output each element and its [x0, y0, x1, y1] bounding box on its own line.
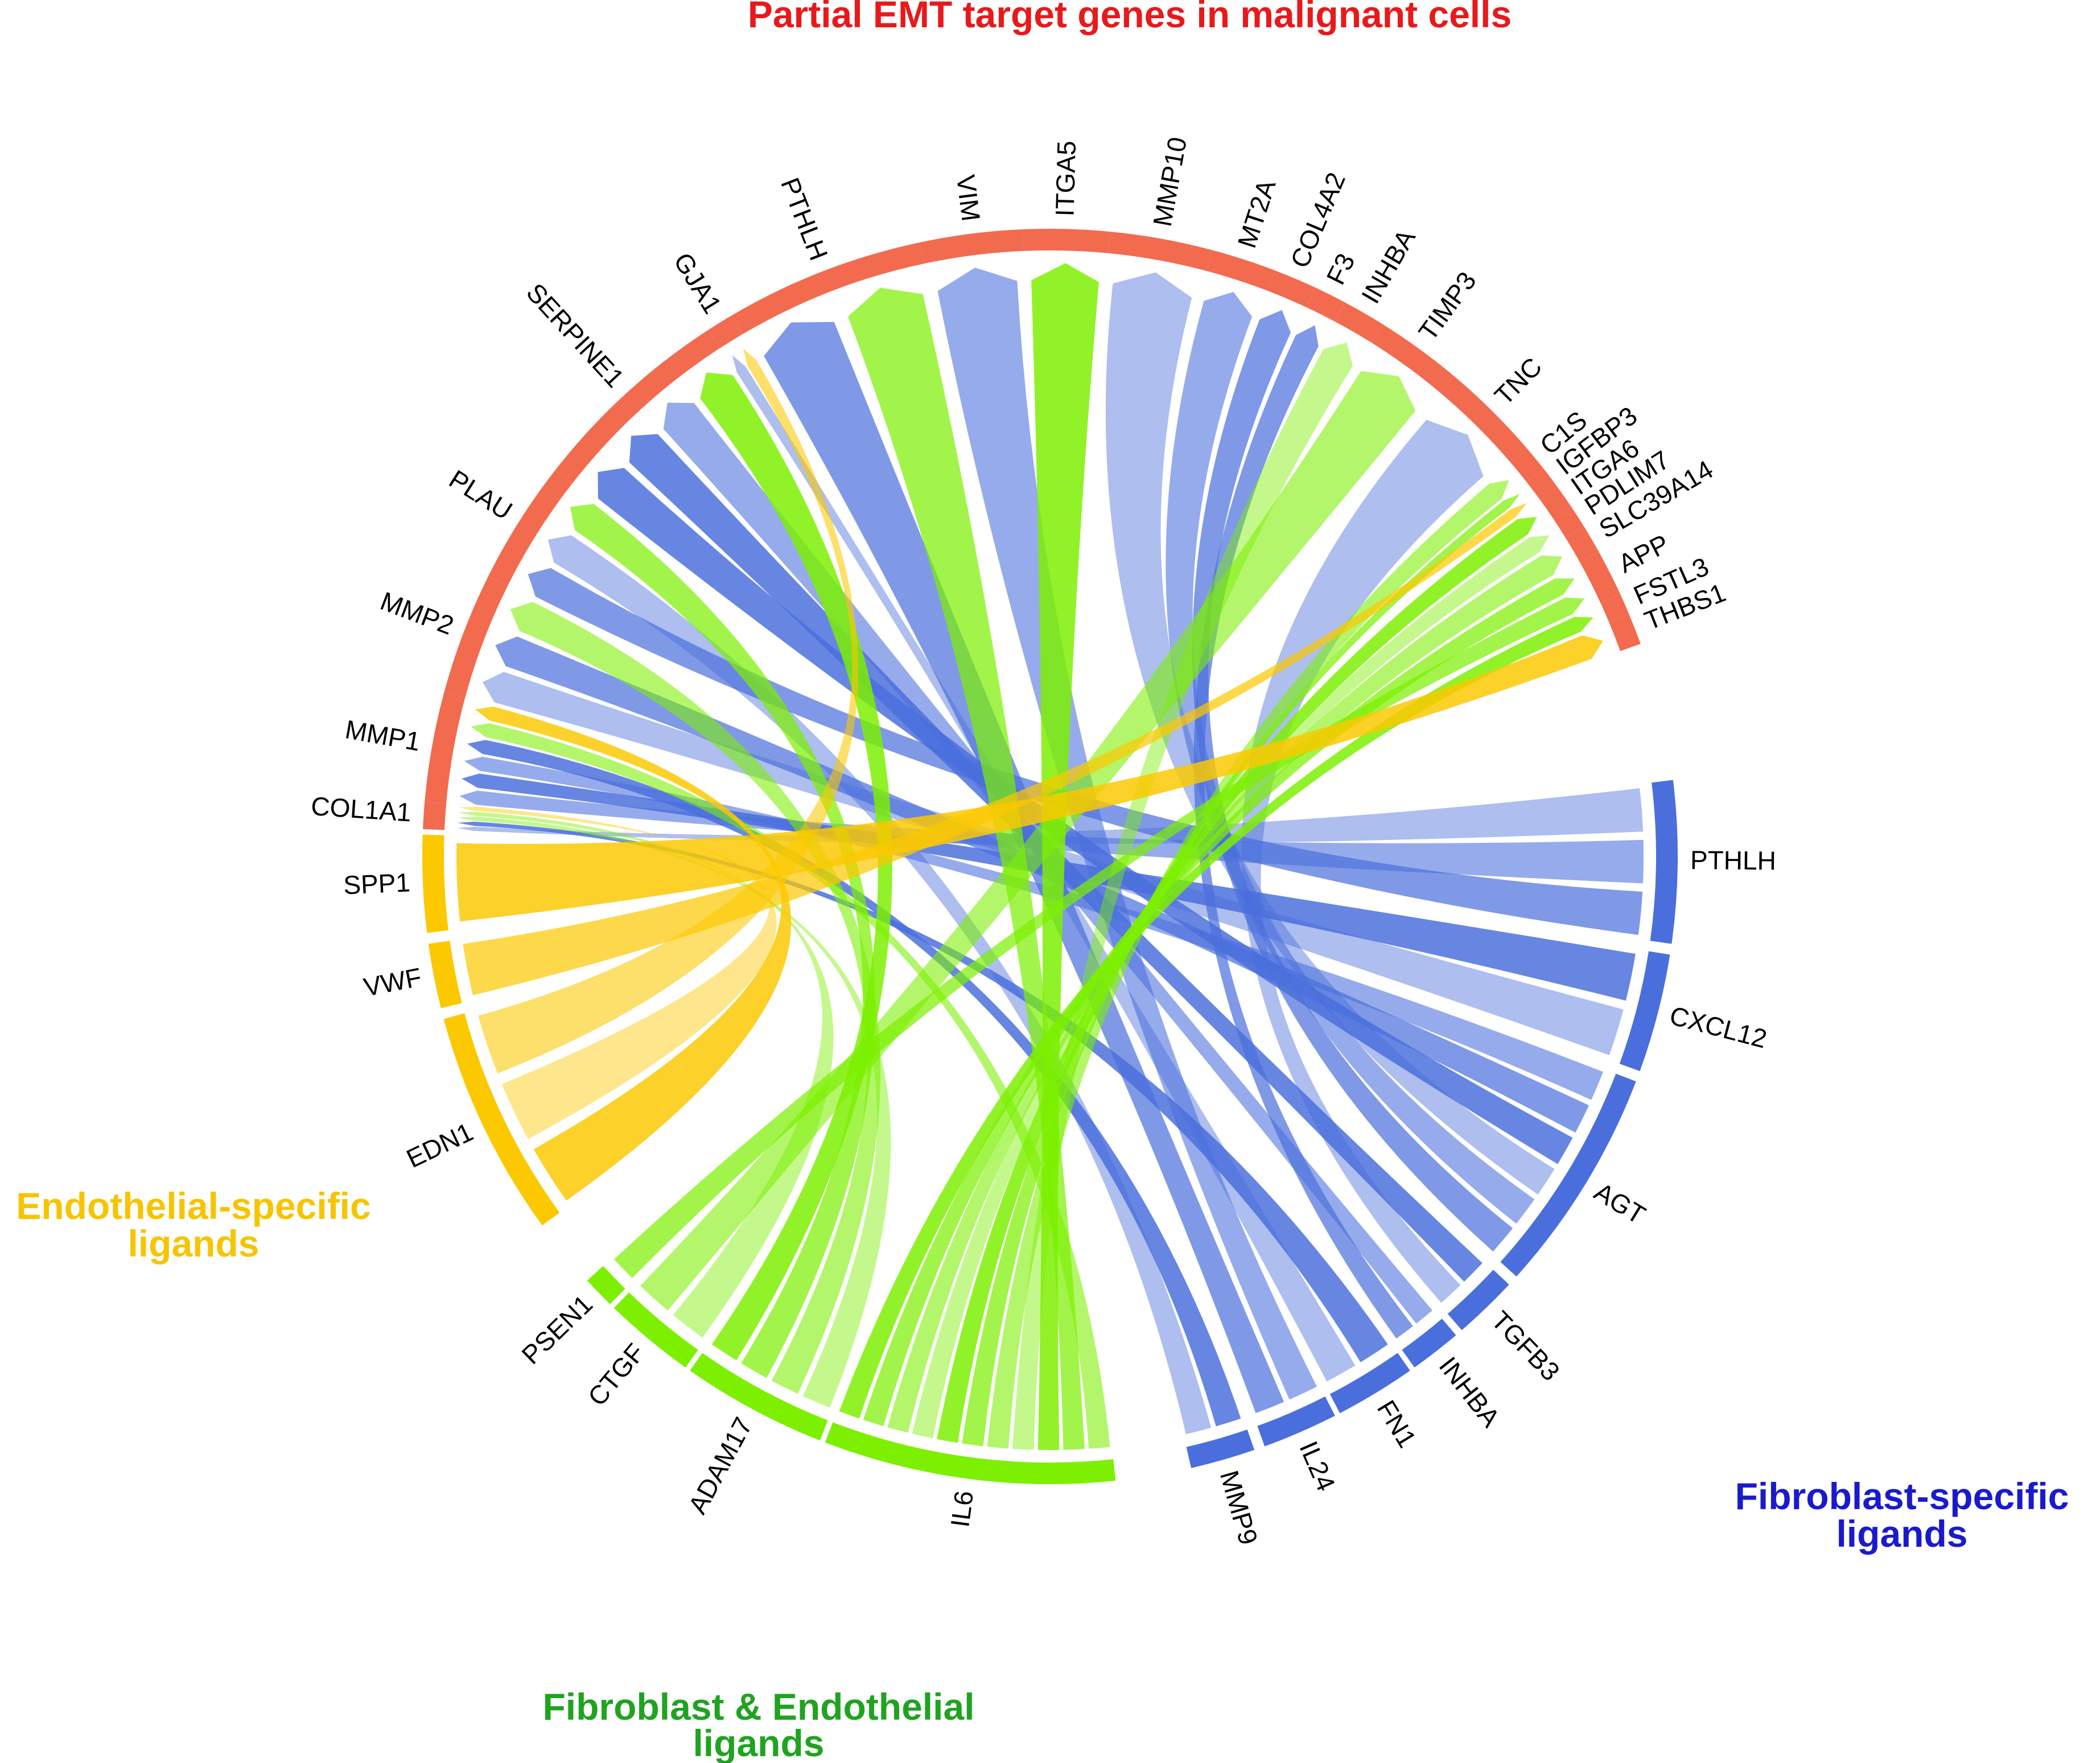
ligand-arc-fn1	[1329, 1353, 1410, 1414]
ribbon-tgfb3-to-tnc	[1242, 419, 1484, 1303]
target-arc-mmp2	[444, 576, 508, 698]
target-arc-pthlh	[731, 242, 924, 335]
ribbon-adam17-to-col1a1	[458, 817, 891, 1408]
ribbon-agt-to-mmp2	[495, 636, 1589, 1133]
ligand-label-il24: IL24	[1294, 1437, 1341, 1496]
target-label-plau: PLAU	[444, 464, 517, 525]
ligand-arc-cxcl12	[1619, 951, 1670, 1072]
title-targets: Partial EMT target genes in malignant ce…	[748, 0, 1512, 35]
target-arc-col1a1	[423, 801, 447, 830]
target-arc-serpine1	[555, 329, 720, 484]
target-arc-gja1	[708, 315, 743, 348]
target-label-serpine1: SERPINE1	[521, 278, 630, 393]
title-fibroblast-line2: ligands	[1836, 1513, 1967, 1555]
ribbon-pthlh-to-col1a1	[457, 788, 1644, 844]
target-arc-inhba	[1335, 302, 1383, 343]
target-arc-mmp1	[425, 691, 466, 804]
ligand-arc-il6	[825, 1422, 1116, 1485]
target-label-timp3: TIMP3	[1413, 266, 1482, 346]
target-arc-itga6	[1540, 487, 1572, 520]
ligand-label-spp1: SPP1	[343, 867, 411, 900]
ligand-label-vwf: VWF	[361, 962, 424, 1002]
target-arc-f3	[1306, 287, 1345, 322]
ribbon-edn1-to-col1a1	[458, 806, 777, 1139]
title-fibroblast-line1: Fibroblast-specific	[1735, 1475, 2069, 1517]
target-arc-slc39a14	[1566, 526, 1599, 563]
target-arc-pdlim7	[1554, 507, 1584, 538]
ligand-label-mmp9: MMP9	[1214, 1467, 1264, 1548]
target-arc-mt2a	[1207, 250, 1275, 291]
ribbon-agt-to-mt2a	[1166, 292, 1535, 1224]
ligand-label-psen1: PSEN1	[516, 1289, 598, 1370]
ligand-arc-adam17	[690, 1353, 828, 1441]
ribbon-pthlh-to-plau	[528, 568, 1643, 935]
ligand-arc-psen1	[587, 1266, 625, 1304]
target-arc-col4a2	[1267, 270, 1316, 307]
ribbon-edn1-to-mmp1	[475, 706, 792, 1201]
ligand-label-pthlh: PTHLH	[1690, 845, 1776, 875]
ligand-label-adam17: ADAM17	[682, 1412, 758, 1519]
title-both-line2: ligands	[693, 1722, 824, 1763]
target-arc-vim	[919, 229, 1024, 264]
ribbon-adam17-to-serpine1	[700, 372, 892, 1361]
ligand-label-ctgf: CTGF	[582, 1338, 650, 1411]
title-endothelial-line2: ligands	[127, 1222, 259, 1264]
target-label-gja1: GJA1	[668, 248, 728, 319]
ribbon-il6-to-pthlh	[848, 287, 1085, 1450]
target-arc-igfbp3	[1526, 468, 1558, 500]
ribbon-adam17-to-mmp2	[510, 602, 881, 1394]
target-label-vim: VIM	[951, 173, 986, 223]
title-endothelial-line1: Endothelial-specific	[16, 1185, 370, 1227]
ligand-label-il6: IL6	[945, 1489, 979, 1529]
target-arc-thbs1	[1608, 613, 1641, 652]
ligand-arc-edn1	[443, 1013, 560, 1226]
ligand-arc-spp1	[422, 834, 448, 933]
target-label-inhba: INHBA	[1356, 224, 1421, 308]
segment-arcs-layer	[422, 228, 1678, 1485]
target-arc-plau	[488, 469, 573, 586]
ligand-arc-pthlh	[1650, 780, 1678, 944]
ligand-label-inhba: INHBA	[1434, 1351, 1506, 1432]
ribbon-il24-to-vim	[937, 267, 1317, 1400]
target-label-tnc: TNC	[1489, 352, 1547, 411]
ligand-arc-il24	[1257, 1396, 1335, 1447]
title-both-line1: Fibroblast & Endothelial	[542, 1686, 974, 1728]
ligand-arc-agt	[1500, 1073, 1636, 1277]
ligand-arc-mmp9	[1186, 1430, 1255, 1468]
target-label-mmp10: MMP10	[1147, 135, 1192, 229]
ligand-label-edn1: EDN1	[402, 1117, 477, 1173]
target-arc-c1s	[1510, 448, 1543, 482]
ribbons-layer	[456, 263, 1644, 1451]
target-arc-app	[1580, 552, 1621, 603]
ligand-arc-inhba	[1402, 1319, 1456, 1367]
target-arc-fstl3	[1600, 594, 1629, 622]
target-arc-tnc	[1439, 376, 1527, 463]
target-arc-mmp10	[1108, 232, 1213, 271]
ribbon-vwf-to-igfbp3	[463, 502, 1527, 995]
ribbon-il24-to-pthlh	[764, 322, 1284, 1414]
ligand-label-tgfb3: TGFB3	[1486, 1305, 1566, 1387]
ligand-arc-vwf	[428, 941, 462, 1008]
target-arc-itga5	[1022, 228, 1110, 253]
target-label-mt2a: MT2A	[1232, 176, 1281, 252]
ribbon-agt-to-serpine1	[598, 468, 1573, 1164]
target-label-mmp2: MMP2	[377, 586, 458, 641]
target-label-mmp1: MMP1	[343, 714, 423, 757]
ligand-arc-tgfb3	[1447, 1270, 1509, 1331]
target-label-col1a1: COL1A1	[310, 791, 412, 827]
ribbon-cxcl12-to-mmp1	[462, 773, 1636, 1001]
target-arc-timp3	[1371, 324, 1453, 393]
target-label-pthlh: PTHLH	[775, 174, 834, 264]
ligand-label-fn1: FN1	[1372, 1395, 1422, 1452]
ligand-label-cxcl12: CXCL12	[1667, 1000, 1770, 1054]
target-label-itga5: ITGA5	[1050, 141, 1081, 217]
target-label-f3: F3	[1320, 249, 1360, 289]
ribbon-spp1-to-thbs1	[456, 635, 1603, 922]
ligand-label-agt: AGT	[1590, 1176, 1651, 1230]
ligand-arc-ctgf	[613, 1292, 698, 1367]
